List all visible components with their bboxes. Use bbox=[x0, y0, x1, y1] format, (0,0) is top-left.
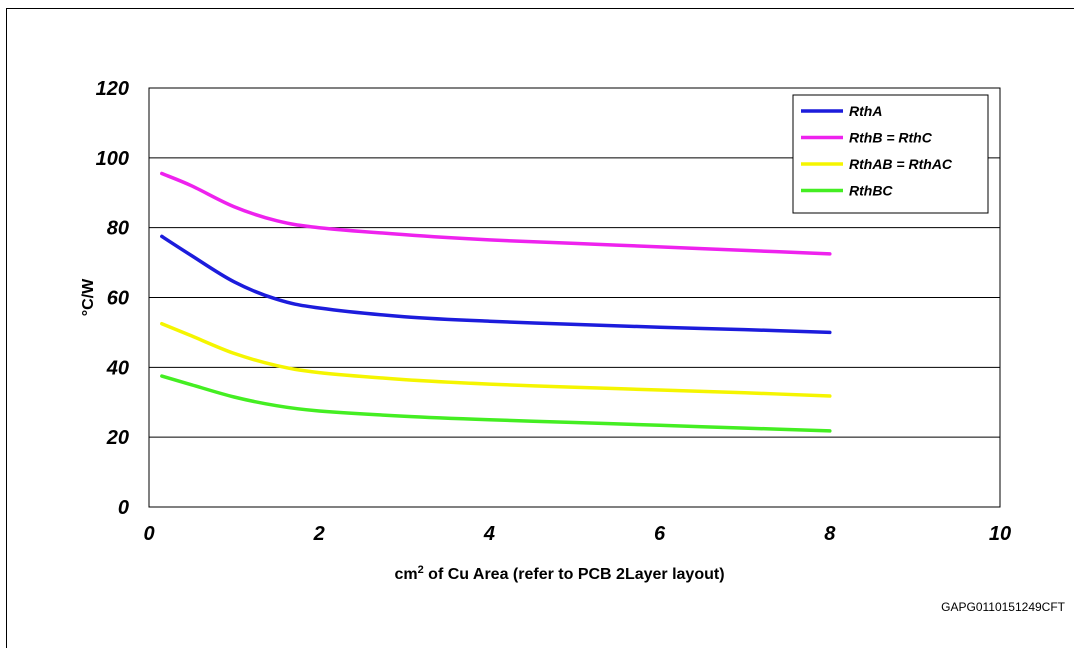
y-tick-label: 0 bbox=[118, 497, 129, 519]
y-axis-title: °C/W bbox=[80, 278, 97, 316]
x-tick-label: 10 bbox=[989, 523, 1011, 545]
series-line-rthb-rthc bbox=[160, 171, 832, 256]
figure-code: GAPG0110151249CFT bbox=[941, 600, 1066, 614]
y-tick-label: 100 bbox=[96, 148, 129, 170]
x-tick-label: 0 bbox=[143, 523, 154, 545]
x-tick-label: 6 bbox=[654, 523, 666, 545]
x-tick-label: 8 bbox=[824, 523, 836, 545]
legend-label: RthA bbox=[849, 103, 882, 119]
plot-area bbox=[148, 87, 1001, 508]
legend-label: RthAB = RthAC bbox=[849, 156, 953, 172]
y-tick-label: 40 bbox=[106, 357, 129, 379]
tick-labels: 0 20 40 60 80 100 120 0 2 4 6 8 10 bbox=[96, 78, 1012, 545]
x-tick-label: 2 bbox=[313, 523, 325, 545]
x-axis-title: cm2 of Cu Area (refer to PCB 2Layer layo… bbox=[394, 564, 724, 583]
y-tick-label: 20 bbox=[106, 427, 129, 449]
y-tick-label: 80 bbox=[107, 218, 129, 240]
legend: RthA RthB = RthC RthAB = RthAC RthBC bbox=[792, 94, 989, 214]
x-tick-label: 4 bbox=[483, 523, 495, 545]
legend-label: RthB = RthC bbox=[849, 130, 933, 146]
legend-label: RthBC bbox=[849, 183, 893, 199]
legend-box bbox=[792, 94, 989, 214]
y-tick-label: 60 bbox=[107, 288, 129, 310]
chart-frame bbox=[6, 8, 1074, 648]
series-line-rtha bbox=[160, 234, 832, 335]
series-line-rthbc bbox=[160, 374, 832, 433]
y-tick-label: 120 bbox=[96, 78, 129, 100]
chart-svg: 0 20 40 60 80 100 120 0 2 4 6 8 10 °C/W cm2 of Cu Ar… bbox=[80, 78, 1066, 614]
series-line-rthab-rthac bbox=[160, 321, 832, 398]
series-group bbox=[160, 171, 832, 433]
